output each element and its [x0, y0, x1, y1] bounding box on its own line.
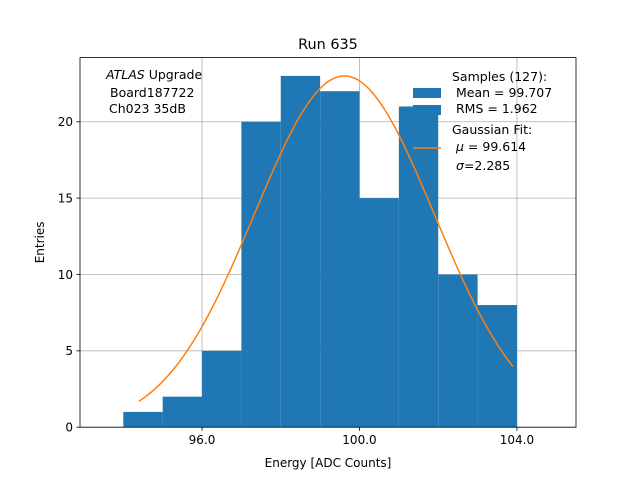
annotation-line-1: ATLAS Upgrade — [105, 67, 202, 82]
x-axis-ticks: 96.0 100.0 104.0 — [189, 427, 534, 447]
histogram-bar-0 — [123, 411, 163, 428]
legend-rms: RMS = 1.962 — [456, 101, 538, 116]
x-tick-label-0: 96.0 — [189, 433, 216, 447]
y-tick-label-1: 5 — [65, 344, 73, 358]
histogram-bar-6 — [359, 198, 399, 428]
legend-bar-swatch-rms — [413, 105, 441, 115]
histogram-bar-3 — [241, 121, 281, 428]
x-axis-label: Energy [ADC Counts] — [265, 456, 392, 470]
mu-symbol: μ — [455, 139, 464, 154]
histogram-bars — [123, 75, 517, 428]
histogram-bar-8 — [438, 274, 478, 428]
mu-value: = 99.614 — [464, 139, 526, 154]
legend-fit-title: Gaussian Fit: — [452, 122, 532, 137]
board-label: Board187722 — [110, 85, 194, 100]
gaussian-fit-curve — [138, 75, 514, 402]
histogram-bar-1 — [162, 396, 203, 428]
chart-title: Run 635 — [298, 37, 358, 53]
atlas-label: ATLAS — [105, 67, 145, 82]
plot-frame — [79, 57, 577, 428]
y-tick-label-4: 20 — [58, 115, 73, 129]
legend-mu: μ = 99.614 — [455, 139, 526, 154]
channel-label: Ch023 35dB — [109, 101, 186, 116]
histogram-bar-9 — [477, 305, 517, 428]
x-tick-label-1: 100.0 — [342, 433, 376, 447]
legend-mean: Mean = 99.707 — [456, 85, 552, 100]
histogram-bar-7 — [398, 106, 439, 428]
x-tick-label-2: 104.0 — [500, 433, 534, 447]
sigma-symbol: σ — [456, 158, 465, 173]
legend-samples-title: Samples (127): — [452, 69, 547, 84]
legend: Samples (127): Mean = 99.707 RMS = 1.962… — [413, 69, 552, 173]
y-axis-label: Entries — [33, 222, 47, 264]
sigma-value: =2.285 — [464, 158, 510, 173]
legend-bar-swatch-mean — [413, 88, 441, 98]
y-tick-label-0: 0 — [65, 421, 73, 435]
y-axis-ticks: 0 5 10 15 20 — [58, 115, 80, 435]
upgrade-label: Upgrade — [145, 67, 203, 82]
atlas-annotation: ATLAS Upgrade Board187722 Ch023 35dB — [105, 67, 202, 116]
histogram-bar-2 — [202, 350, 242, 428]
histogram-bar-4 — [280, 75, 321, 428]
histogram-bar-5 — [320, 91, 360, 428]
legend-sigma: σ=2.285 — [456, 158, 510, 173]
y-tick-label-3: 15 — [58, 191, 73, 205]
y-tick-label-2: 10 — [58, 268, 73, 282]
